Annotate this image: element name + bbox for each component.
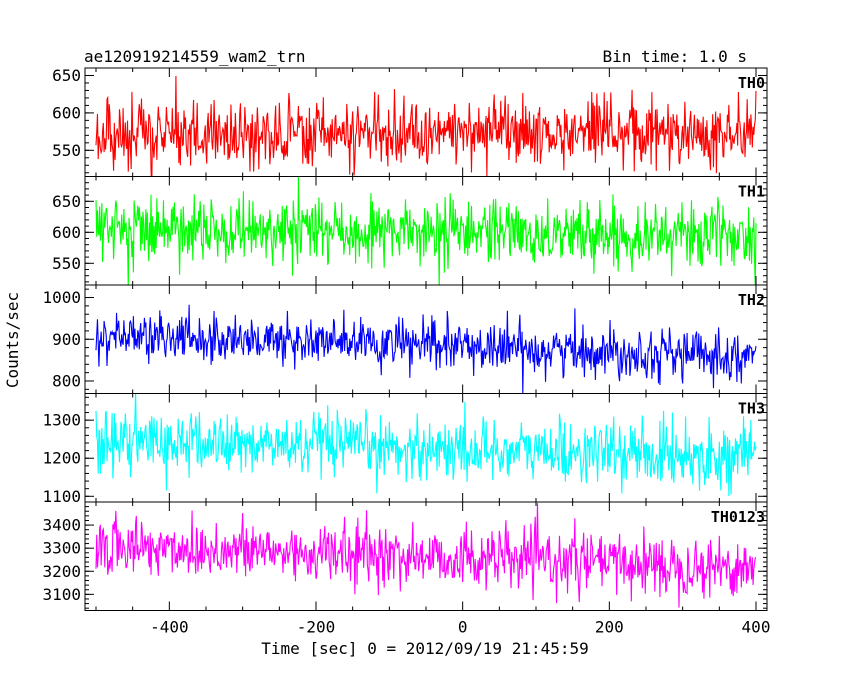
x-tick-label: 400 <box>742 618 771 637</box>
series-line-th2 <box>95 304 757 394</box>
y-tick-label: 3300 <box>42 539 81 558</box>
x-tick-label: -200 <box>297 618 336 637</box>
y-tick-label: 1000 <box>42 288 81 307</box>
panel-label-th3: TH3 <box>738 400 765 418</box>
y-tick-label: 900 <box>52 330 81 349</box>
x-axis-label: Time [sec] 0 = 2012/09/19 21:45:59 <box>261 639 589 658</box>
panel-label-th2: TH2 <box>738 291 765 309</box>
panel-label-th0: TH0 <box>738 74 765 92</box>
x-tick-label: -400 <box>150 618 189 637</box>
y-axis-label: Counts/sec <box>3 292 22 388</box>
y-tick-label: 1200 <box>42 449 81 468</box>
y-tick-label: 1100 <box>42 487 81 506</box>
y-tick-label: 550 <box>52 254 81 273</box>
series-line-th0123 <box>95 503 757 608</box>
panel-label-th1: TH1 <box>738 183 765 201</box>
x-tick-label: 200 <box>595 618 624 637</box>
y-tick-label: 650 <box>52 66 81 85</box>
panels-group: 550 600 650 TH0 550 600 650 TH1 800 900 1000 TH2 110… <box>42 66 770 637</box>
y-tick-label: 3400 <box>42 516 81 535</box>
y-tick-label: 600 <box>52 103 81 122</box>
series-line-th1 <box>95 176 757 285</box>
y-tick-label: 800 <box>52 371 81 390</box>
y-tick-label: 3200 <box>42 562 81 581</box>
panel-label-th0123: TH0123 <box>711 508 765 526</box>
series-line-th0 <box>95 75 757 177</box>
y-tick-label: 650 <box>52 192 81 211</box>
figure-title: ae120919214559_wam2_trn <box>84 47 306 66</box>
x-tick-label: 0 <box>458 618 468 637</box>
series-line-th3 <box>95 393 757 497</box>
y-tick-label: 1300 <box>42 411 81 430</box>
y-tick-label: 550 <box>52 141 81 160</box>
bin-time-label: Bin time: 1.0 s <box>603 47 748 66</box>
y-tick-label: 600 <box>52 223 81 242</box>
y-tick-label: 3100 <box>42 585 81 604</box>
